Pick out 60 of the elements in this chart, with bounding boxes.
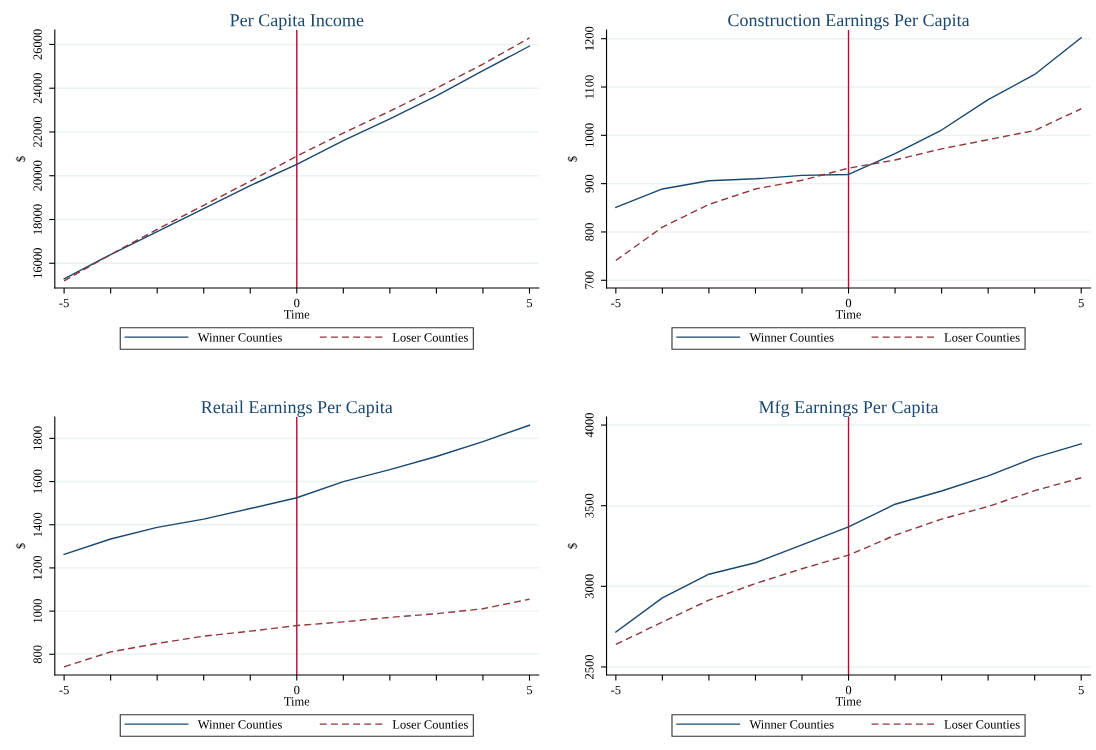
x-axis-title: Time xyxy=(835,697,862,706)
x-tick-label: 5 xyxy=(527,685,533,695)
x-tick-label: 0 xyxy=(294,298,300,308)
chart-title: Construction Earnings Per Capita xyxy=(728,14,970,30)
legend-label: Winner Counties xyxy=(749,333,834,342)
y-tick-label: 1100 xyxy=(585,75,594,99)
line-series xyxy=(63,424,531,556)
x-tick-label: -5 xyxy=(611,298,621,308)
x-tick-label: 0 xyxy=(845,298,852,308)
legend-label: Loser Counties xyxy=(944,720,1020,729)
legend-label: Winner Counties xyxy=(749,720,834,729)
y-tick-label: 3500 xyxy=(585,493,594,518)
y-tick-label: 1000 xyxy=(33,599,42,623)
y-axis-title: $ xyxy=(567,543,578,549)
y-tick-label: 22000 xyxy=(33,116,42,148)
y-tick-label: 1000 xyxy=(585,123,594,147)
y-tick-label: 700 xyxy=(585,271,594,289)
x-tick-label: -5 xyxy=(59,298,69,308)
x-tick-label: 5 xyxy=(1078,685,1084,695)
line-series xyxy=(63,598,531,668)
y-tick-label: 1400 xyxy=(33,512,42,537)
y-tick-label: 1200 xyxy=(585,26,594,51)
chart-title: Retail Earnings Per Capita xyxy=(201,400,393,417)
x-axis-title: Time xyxy=(835,310,862,319)
y-tick-label: 3000 xyxy=(585,574,594,599)
line-series xyxy=(615,108,1082,262)
y-tick-label: 26000 xyxy=(33,29,42,60)
y-tick-label: 1800 xyxy=(33,426,42,450)
y-axis-title: $ xyxy=(15,543,26,549)
line-series xyxy=(615,37,1082,209)
y-tick-label: 1600 xyxy=(33,469,42,493)
x-tick-label: 5 xyxy=(1078,298,1084,308)
y-tick-label: 16000 xyxy=(33,248,42,278)
x-tick-label: -5 xyxy=(611,685,621,695)
y-tick-label: 1200 xyxy=(33,555,42,580)
y-tick-label: 24000 xyxy=(33,73,42,104)
x-axis-title: Time xyxy=(284,697,310,706)
x-axis-title: Time xyxy=(284,310,310,319)
y-tick-label: 18000 xyxy=(33,204,42,235)
legend-label: Loser Counties xyxy=(392,720,468,729)
y-tick-label: 800 xyxy=(33,645,42,664)
y-tick-label: 800 xyxy=(585,223,594,241)
x-tick-label: 0 xyxy=(845,685,852,695)
legend-label: Loser Counties xyxy=(392,333,468,342)
y-tick-label: 2500 xyxy=(585,654,594,679)
chart-title: Mfg Earnings Per Capita xyxy=(759,400,939,417)
chart-title: Per Capita Income xyxy=(230,14,364,30)
x-tick-label: -5 xyxy=(59,685,69,695)
y-axis-title: $ xyxy=(15,156,26,162)
legend-label: Loser Counties xyxy=(944,333,1020,342)
line-series xyxy=(615,477,1082,646)
x-tick-label: 0 xyxy=(294,685,300,695)
y-tick-label: 20000 xyxy=(33,160,42,191)
line-series xyxy=(615,443,1082,633)
y-axis-title: $ xyxy=(567,156,578,162)
x-tick-label: 5 xyxy=(527,298,533,308)
y-tick-label: 900 xyxy=(585,174,594,193)
legend-label: Winner Counties xyxy=(197,720,282,729)
y-tick-label: 4000 xyxy=(585,413,594,438)
legend-label: Winner Counties xyxy=(197,333,282,342)
